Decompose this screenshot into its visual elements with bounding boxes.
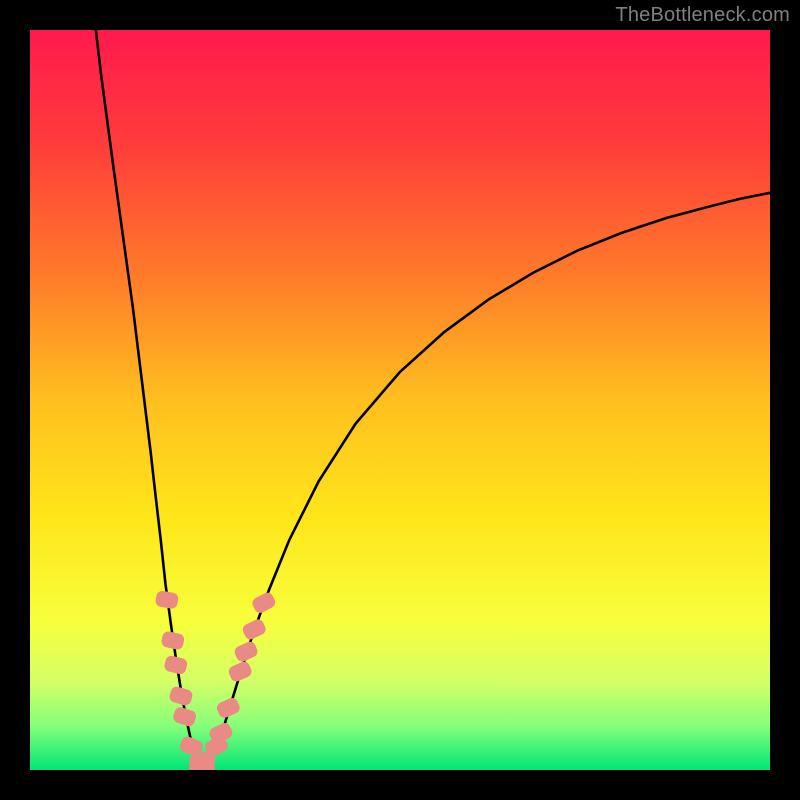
stage: TheBottleneck.com xyxy=(0,0,800,800)
gradient-background xyxy=(30,30,770,770)
plot-svg xyxy=(30,30,770,770)
watermark-text: TheBottleneck.com xyxy=(615,4,790,27)
plot-area xyxy=(30,30,770,770)
